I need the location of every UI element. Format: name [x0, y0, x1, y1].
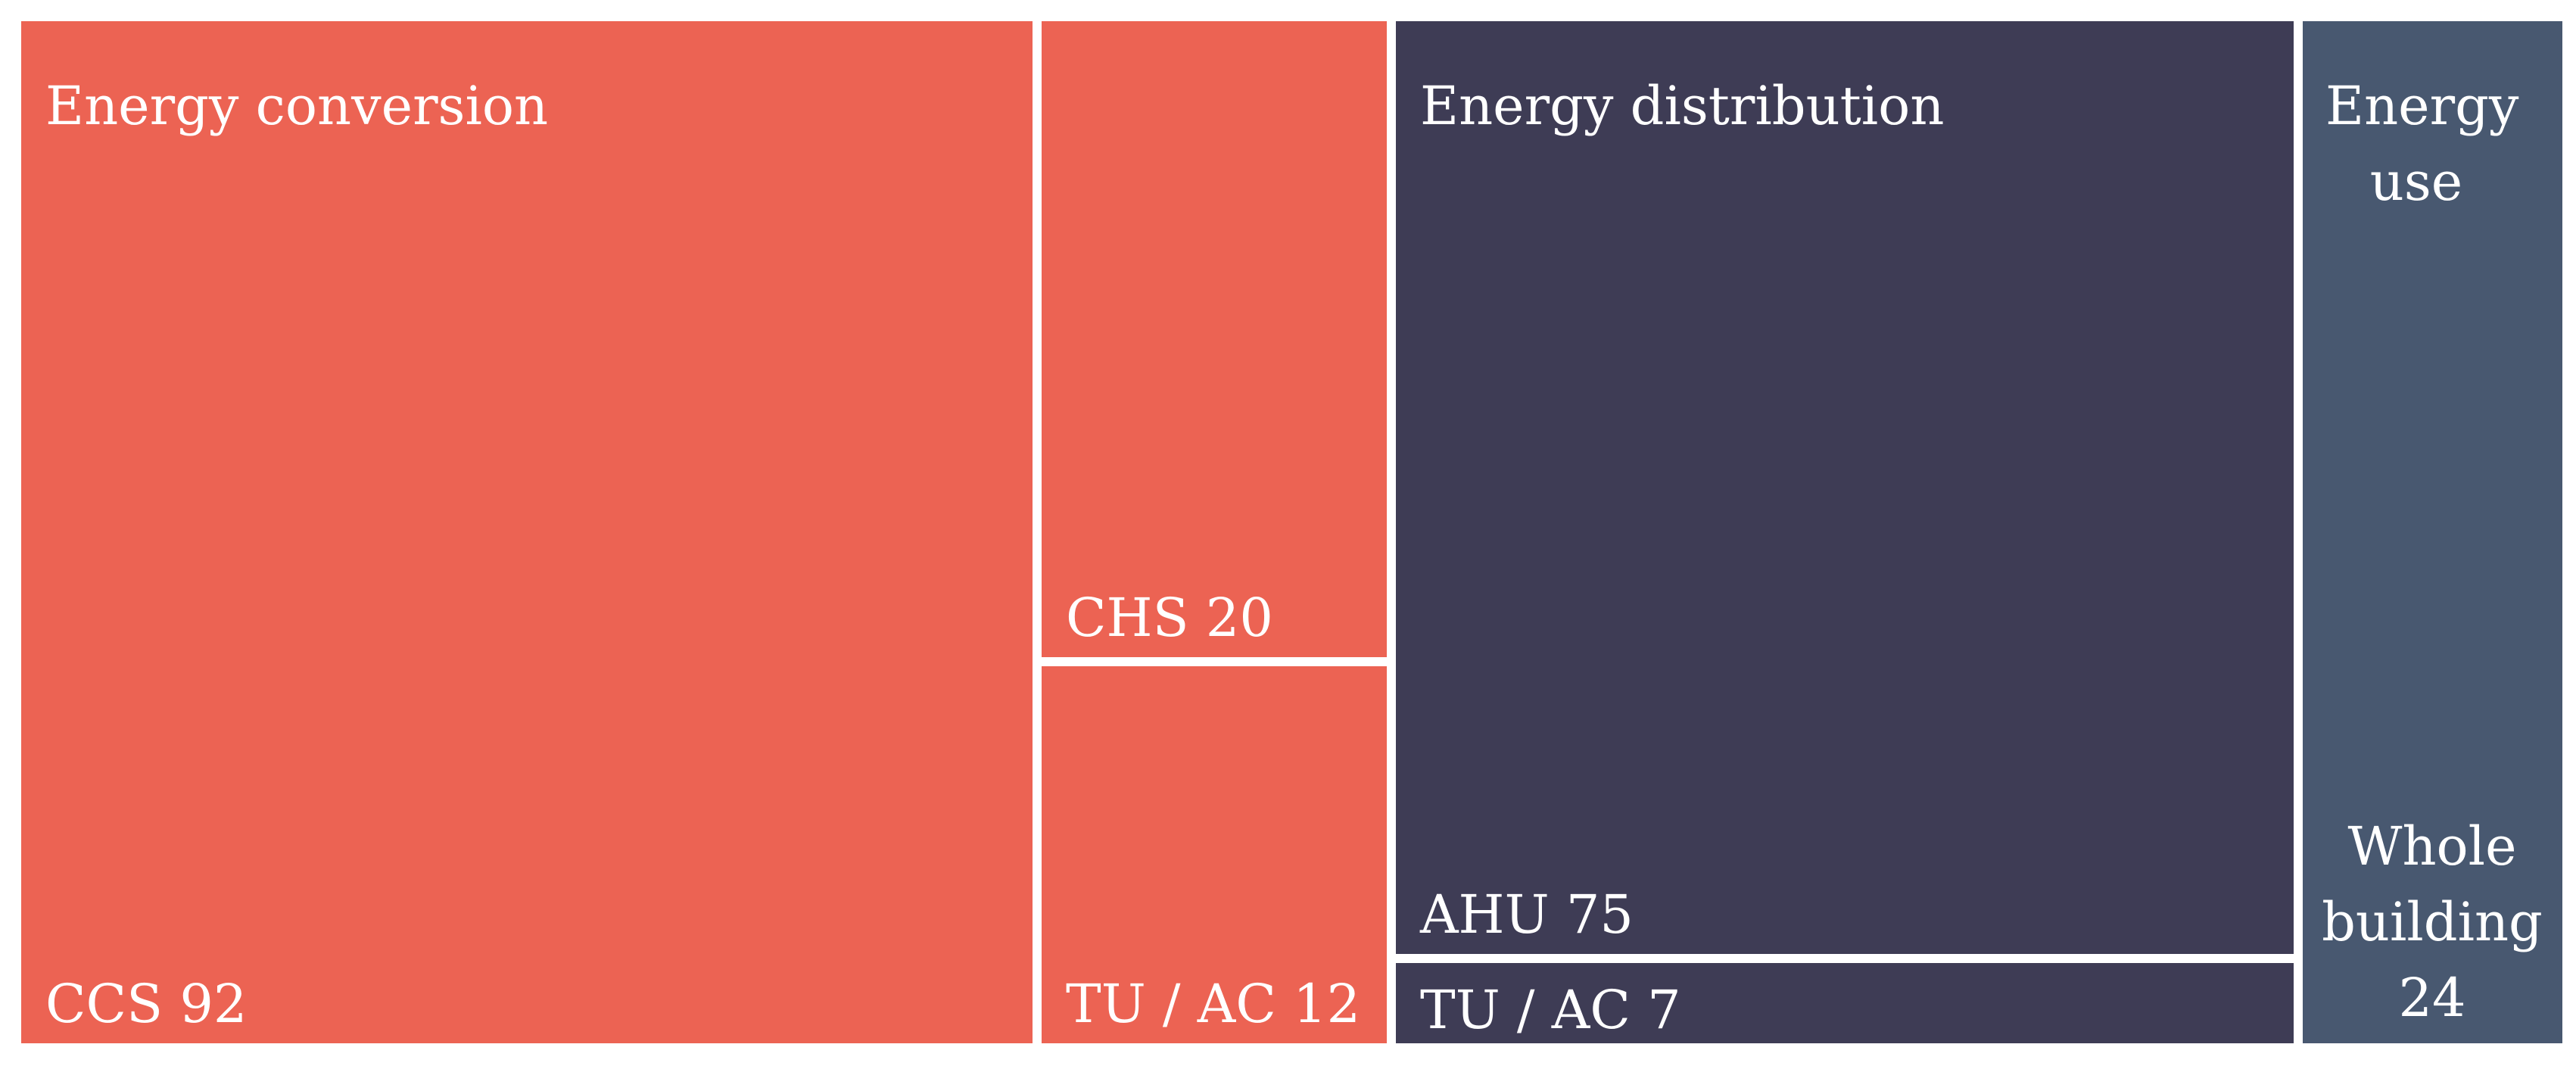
- leaf-label-whole-building: Whole building 24: [2322, 815, 2543, 1029]
- leaf-label-tu-ac-distribution: TU / AC 7: [1420, 979, 1681, 1041]
- leaf-label-chs: CHS 20: [1066, 587, 1273, 649]
- leaf-label-ahu: AHU 75: [1420, 884, 1634, 946]
- cell-chs: CHS 20: [1042, 21, 1387, 657]
- group-label-energy-distribution: Energy distribution: [1420, 75, 1945, 137]
- cell-tu-ac-conversion: TU / AC 12: [1042, 666, 1387, 1043]
- group-label-energy-use: Energy use: [2325, 75, 2519, 213]
- cell-ahu: Energy distribution AHU 75: [1396, 21, 2294, 954]
- cell-tu-ac-distribution: TU / AC 7: [1396, 963, 2294, 1043]
- cell-ccs: Energy conversion CCS 92: [21, 21, 1033, 1043]
- leaf-label-tu-ac-conversion: TU / AC 12: [1066, 973, 1361, 1035]
- cell-whole-building: Energy use Whole building 24: [2303, 21, 2562, 1043]
- leaf-label-ccs: CCS 92: [45, 973, 248, 1035]
- group-label-energy-conversion: Energy conversion: [45, 75, 549, 137]
